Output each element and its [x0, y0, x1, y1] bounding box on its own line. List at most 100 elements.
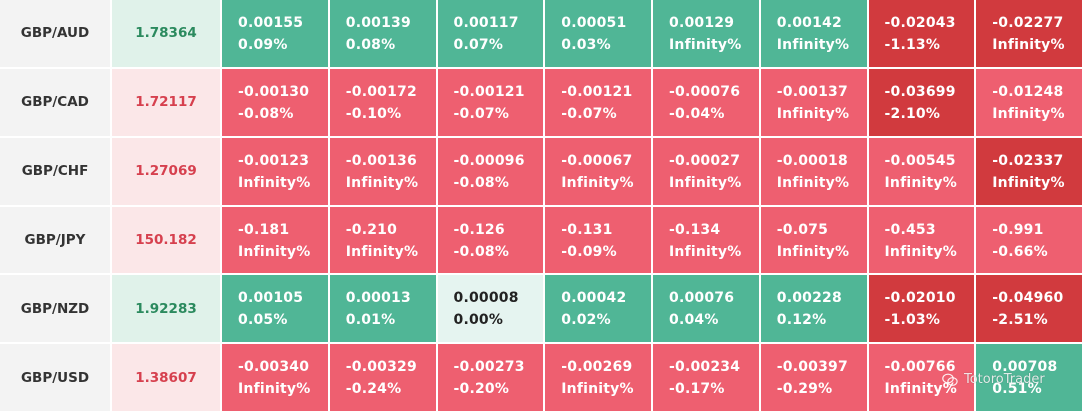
change-percent: Infinity% [776, 174, 850, 191]
change-cell[interactable]: 0.00042 0.02% [545, 275, 651, 343]
change-percent: Infinity% [238, 381, 311, 398]
change-cell[interactable]: -0.00123 Infinity% [222, 137, 328, 205]
change-cell[interactable]: -0.01248 Infinity% [976, 68, 1082, 136]
price-value: 1.92283 [112, 275, 220, 343]
change-cell[interactable]: -0.00172 -0.10% [329, 68, 436, 136]
change-cell[interactable]: -0.453 Infinity% [868, 206, 975, 274]
change-value: -0.00067 [561, 152, 633, 169]
change-percent: Infinity% [992, 105, 1065, 122]
change-cell[interactable]: 0.00117 0.07% [437, 0, 544, 67]
change-cell[interactable]: -0.02277 Infinity% [976, 0, 1082, 67]
change-value: -0.00545 [884, 152, 956, 169]
change-cell[interactable]: 0.00155 0.09% [222, 0, 328, 67]
change-percent: Infinity% [669, 243, 742, 260]
change-percent: 0.02% [561, 312, 611, 329]
change-value: -0.00076 [669, 83, 741, 100]
pair-label[interactable]: GBP/CAD [0, 68, 110, 136]
change-value: 0.00105 [238, 290, 304, 307]
change-value: -0.00172 [345, 83, 417, 100]
change-cell[interactable]: -0.134 Infinity% [653, 206, 759, 274]
change-percent: Infinity% [992, 174, 1065, 191]
change-value: -0.00123 [238, 152, 310, 169]
change-cell[interactable]: -0.00136 Infinity% [329, 137, 436, 205]
change-value: -0.00273 [453, 359, 525, 376]
change-percent: -0.20% [453, 381, 510, 398]
change-cell[interactable]: -0.181 Infinity% [222, 206, 328, 274]
change-cell[interactable]: -0.00269 Infinity% [545, 344, 651, 411]
change-cell[interactable]: -0.00234 -0.17% [653, 344, 759, 411]
change-value: -0.02010 [884, 290, 956, 307]
change-value: -0.02277 [992, 15, 1064, 31]
change-cell[interactable]: 0.00008 0.00% [437, 275, 544, 343]
pair-label[interactable]: GBP/JPY [0, 206, 110, 274]
change-cell[interactable]: 0.00013 0.01% [329, 275, 436, 343]
pair-label[interactable]: GBP/AUD [0, 0, 110, 67]
change-cell[interactable]: -0.991 -0.66% [976, 206, 1082, 274]
change-cell[interactable]: -0.00121 -0.07% [545, 68, 651, 136]
change-percent: 0.08% [345, 37, 396, 53]
change-cell[interactable]: 0.00076 0.04% [653, 275, 759, 343]
change-cell[interactable]: 0.00142 Infinity% [760, 0, 867, 67]
change-cell[interactable]: -0.00121 -0.07% [437, 68, 544, 136]
change-cell[interactable]: 0.00129 Infinity% [653, 0, 759, 67]
change-cell[interactable]: -0.00067 Infinity% [545, 137, 651, 205]
pair-label[interactable]: GBP/USD [0, 344, 110, 411]
change-cell[interactable]: 0.00228 0.12% [760, 275, 867, 343]
change-cell[interactable]: -0.04960 -2.51% [976, 275, 1082, 343]
change-cell[interactable]: -0.00273 -0.20% [437, 344, 544, 411]
change-value: -0.134 [669, 221, 721, 238]
change-percent: Infinity% [776, 37, 850, 53]
change-percent: 0.07% [453, 37, 504, 53]
change-cell[interactable]: -0.00130 -0.08% [222, 68, 328, 136]
change-percent: -2.10% [884, 105, 941, 122]
change-cell[interactable]: -0.00329 -0.24% [329, 344, 436, 411]
change-percent: Infinity% [238, 243, 311, 260]
change-cell[interactable]: -0.02337 Infinity% [976, 137, 1082, 205]
change-cell[interactable]: -0.03699 -2.10% [868, 68, 975, 136]
change-value: -0.00269 [561, 359, 633, 376]
change-cell[interactable]: -0.00076 -0.04% [653, 68, 759, 136]
change-value: -0.00766 [884, 359, 956, 376]
change-value: -0.00136 [345, 152, 417, 169]
price-value: 1.27069 [112, 137, 220, 205]
change-cell[interactable]: 0.00139 0.08% [329, 0, 436, 67]
change-value: -0.02043 [884, 15, 956, 31]
change-percent: 0.04% [669, 312, 719, 329]
change-cell[interactable]: -0.00340 Infinity% [222, 344, 328, 411]
change-cell[interactable]: -0.210 Infinity% [329, 206, 436, 274]
change-percent: Infinity% [345, 243, 419, 260]
change-cell[interactable]: -0.126 -0.08% [437, 206, 544, 274]
change-cell[interactable]: -0.00137 Infinity% [760, 68, 867, 136]
change-percent: -0.08% [453, 174, 510, 191]
change-cell[interactable]: -0.00397 -0.29% [760, 344, 867, 411]
change-percent: Infinity% [776, 105, 850, 122]
change-percent: Infinity% [561, 381, 634, 398]
change-cell[interactable]: -0.02043 -1.13% [868, 0, 975, 67]
change-percent: Infinity% [345, 174, 419, 191]
change-cell[interactable]: -0.075 Infinity% [760, 206, 867, 274]
change-value: -0.00027 [669, 152, 741, 169]
pair-label[interactable]: GBP/CHF [0, 137, 110, 205]
change-value: -0.00121 [561, 83, 633, 100]
change-percent: -2.51% [992, 312, 1048, 329]
price-value: 150.182 [112, 206, 220, 274]
change-cell[interactable]: -0.00545 Infinity% [868, 137, 975, 205]
change-percent: Infinity% [884, 174, 957, 191]
change-value: -0.991 [992, 221, 1044, 238]
change-percent: -0.07% [453, 105, 510, 122]
change-percent: 0.09% [238, 37, 288, 53]
change-value: -0.00018 [776, 152, 848, 169]
change-cell[interactable]: 0.00105 0.05% [222, 275, 328, 343]
pair-label[interactable]: GBP/NZD [0, 275, 110, 343]
change-cell[interactable]: -0.00027 Infinity% [653, 137, 759, 205]
change-cell[interactable]: -0.131 -0.09% [545, 206, 651, 274]
change-value: -0.00340 [238, 359, 310, 376]
change-cell[interactable]: -0.02010 -1.03% [868, 275, 975, 343]
change-cell[interactable]: 0.00708 0.51% [976, 344, 1082, 411]
change-cell[interactable]: -0.00096 -0.08% [437, 137, 544, 205]
change-cell[interactable]: -0.00766 Infinity% [868, 344, 975, 411]
change-cell[interactable]: -0.00018 Infinity% [760, 137, 867, 205]
change-value: 0.00129 [669, 15, 735, 31]
change-cell[interactable]: 0.00051 0.03% [545, 0, 651, 67]
